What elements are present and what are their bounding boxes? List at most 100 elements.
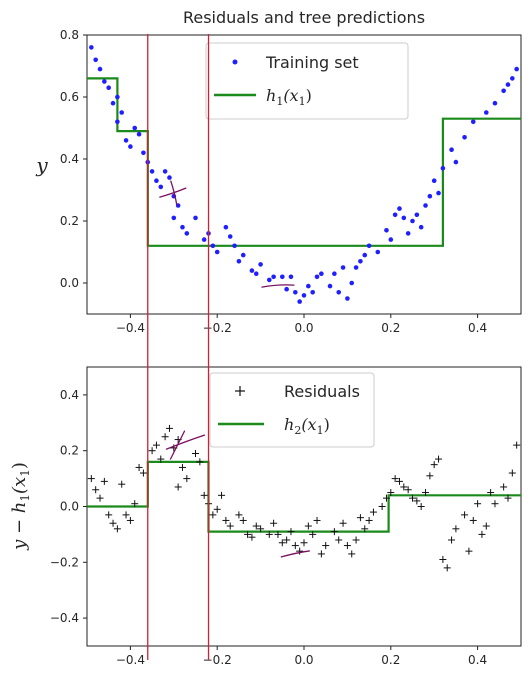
- training-point: [340, 265, 346, 270]
- residual-point: [422, 489, 430, 497]
- training-point: [510, 76, 515, 81]
- legend-label-residuals: Residuals: [284, 382, 360, 401]
- residual-point: [92, 486, 100, 494]
- residual-point: [109, 519, 117, 527]
- residual-point: [152, 441, 160, 449]
- residual-point: [430, 461, 438, 469]
- training-point: [132, 125, 138, 131]
- residual-point: [165, 424, 173, 432]
- residual-point: [96, 494, 104, 502]
- x-tick-label: 0.2: [381, 653, 400, 667]
- training-point: [271, 274, 276, 280]
- y-tick-label: 0.4: [60, 152, 79, 166]
- legend-plus-marker: [235, 386, 245, 396]
- training-point: [115, 94, 120, 100]
- training-point: [258, 262, 263, 267]
- residual-point: [439, 556, 447, 564]
- training-point: [332, 271, 337, 277]
- residual-point: [391, 475, 399, 483]
- residual-point: [148, 447, 156, 455]
- residual-point: [352, 536, 360, 544]
- y-tick-label: 0.4: [60, 388, 79, 402]
- training-point: [405, 231, 411, 236]
- training-point: [210, 243, 216, 249]
- residual-point: [235, 511, 243, 519]
- training-point: [227, 234, 233, 239]
- training-point: [427, 193, 433, 199]
- residual-point: [452, 525, 460, 533]
- training-point: [388, 237, 394, 242]
- residual-point: [161, 433, 169, 441]
- training-point: [128, 144, 133, 149]
- residual-point: [139, 469, 147, 477]
- training-point: [102, 79, 107, 84]
- residual-point: [248, 533, 256, 541]
- residual-point: [100, 477, 108, 485]
- residual-point: [478, 530, 486, 538]
- training-point: [180, 224, 185, 230]
- training-point: [89, 45, 94, 50]
- bottom-y-axis-label: y − h1(x1): [9, 462, 32, 551]
- residual-point: [356, 514, 364, 522]
- x-tick-label: 0.0: [294, 653, 313, 667]
- training-point: [423, 203, 428, 208]
- training-point: [375, 249, 381, 255]
- training-point: [110, 100, 116, 106]
- training-point: [514, 66, 519, 72]
- training-point: [414, 212, 420, 218]
- residual-point: [508, 469, 516, 477]
- residual-point: [369, 508, 377, 516]
- bottom-panel: −0.4 −0.2 0.0 0.2 0.4 −0.4 −0.2 0.0 0.2 0.4 y − h…: [9, 366, 522, 667]
- x-tick-label: 0.0: [294, 321, 313, 335]
- residual-point: [239, 516, 247, 524]
- x-tick-label: −0.2: [203, 653, 232, 667]
- residual-point: [265, 530, 273, 538]
- residual-point: [491, 500, 499, 508]
- y-tick-label: 0.0: [60, 276, 79, 290]
- residual-point: [174, 483, 182, 491]
- residual-point: [135, 463, 143, 471]
- y-tick-label: 0.8: [60, 28, 79, 42]
- residual-point: [348, 550, 356, 558]
- training-point: [93, 57, 98, 63]
- training-point: [336, 290, 342, 295]
- residual-point: [226, 522, 234, 530]
- residual-point: [317, 550, 325, 558]
- training-point: [201, 237, 207, 242]
- residual-point: [178, 463, 186, 471]
- residual-point: [482, 522, 490, 530]
- training-point: [293, 290, 298, 295]
- training-point: [470, 119, 476, 125]
- residual-point: [213, 505, 221, 513]
- training-point: [141, 150, 146, 156]
- training-point: [418, 224, 424, 230]
- training-point: [297, 299, 302, 304]
- training-point: [306, 283, 311, 289]
- training-point: [501, 88, 506, 94]
- residual-point: [200, 491, 208, 499]
- training-point: [253, 271, 259, 277]
- residual-point: [126, 516, 134, 524]
- training-point: [397, 206, 402, 211]
- training-point: [154, 178, 159, 183]
- residual-point: [417, 503, 425, 510]
- residual-point: [118, 480, 126, 488]
- training-point: [115, 119, 120, 125]
- training-point: [401, 215, 407, 221]
- training-point: [440, 166, 446, 171]
- residual-point: [105, 511, 113, 519]
- training-point: [384, 228, 389, 233]
- training-point: [236, 259, 242, 264]
- residual-point: [378, 503, 386, 510]
- training-point: [232, 243, 237, 249]
- residual-point: [209, 511, 217, 519]
- training-point: [193, 215, 198, 221]
- residual-point: [322, 542, 330, 550]
- training-point: [492, 100, 498, 106]
- training-point: [171, 215, 177, 221]
- residual-point: [365, 516, 373, 524]
- overlay: [147, 34, 310, 660]
- prediction-step-line: [87, 460, 521, 533]
- chart-title: Residuals and tree predictions: [183, 8, 425, 27]
- bottom-ticks: −0.4 −0.2 0.0 0.2 0.4 −0.4 −0.2 0.0 0.2 0.4: [50, 388, 487, 667]
